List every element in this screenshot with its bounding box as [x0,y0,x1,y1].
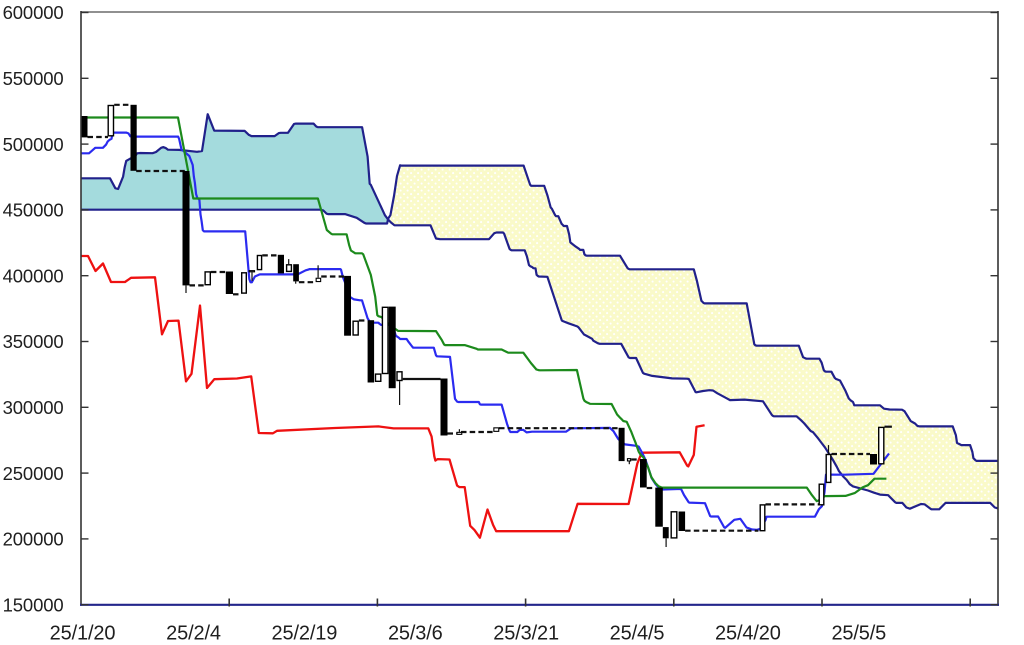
svg-text:350000: 350000 [3,331,64,352]
svg-text:25/5/5: 25/5/5 [831,623,886,645]
svg-text:550000: 550000 [3,68,64,89]
svg-text:25/2/19: 25/2/19 [272,623,338,645]
svg-text:150000: 150000 [3,594,64,615]
svg-text:200000: 200000 [3,529,64,550]
svg-text:25/3/6: 25/3/6 [388,623,443,645]
svg-text:25/4/5: 25/4/5 [610,623,665,645]
svg-text:250000: 250000 [3,463,64,484]
svg-text:25/1/20: 25/1/20 [50,623,116,645]
svg-text:600000: 600000 [3,2,64,23]
svg-text:25/4/20: 25/4/20 [715,623,781,645]
svg-text:25/3/21: 25/3/21 [493,623,559,645]
svg-text:400000: 400000 [3,265,64,286]
svg-text:300000: 300000 [3,397,64,418]
svg-text:500000: 500000 [3,134,64,155]
svg-text:25/2/4: 25/2/4 [166,623,221,645]
svg-text:450000: 450000 [3,200,64,221]
